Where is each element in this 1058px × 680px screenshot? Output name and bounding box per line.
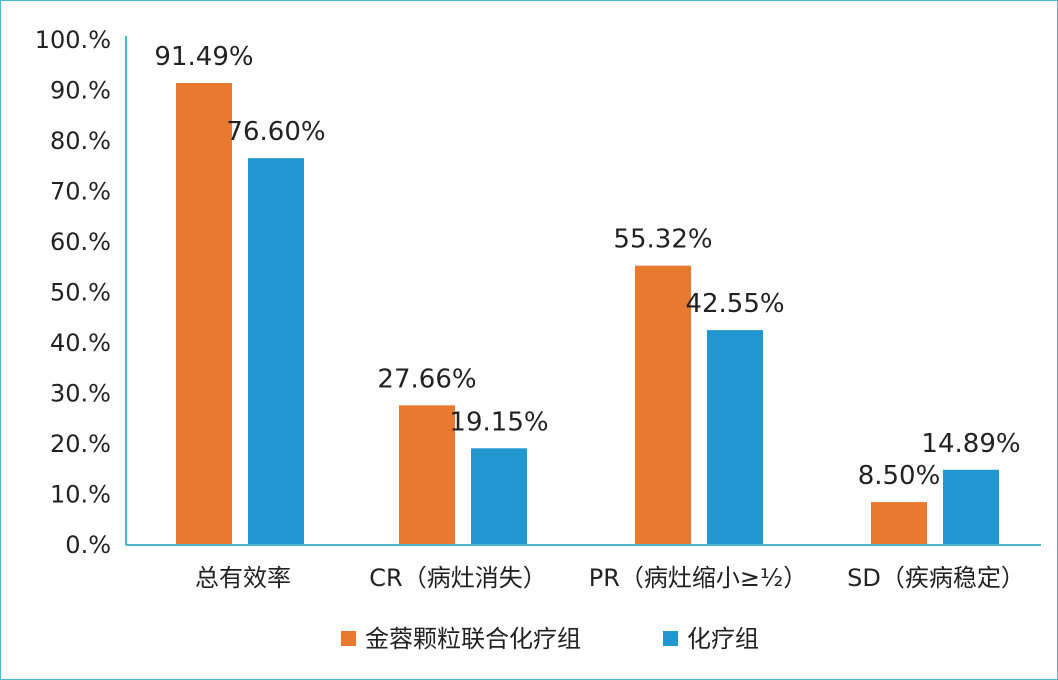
data-label: 42.55% <box>685 289 784 319</box>
bar-2-2 <box>471 448 527 545</box>
legend-label: 化疗组 <box>687 625 759 653</box>
x-axis-categories: 总有效率 CR（病灶消失） PR（病灶缩小≥½） SD（疾病稳定） <box>195 564 1025 592</box>
bar-1-4 <box>871 502 927 545</box>
y-tick-label: 90.% <box>50 77 111 105</box>
data-label: 19.15% <box>449 407 548 437</box>
data-label: 8.50% <box>858 461 941 491</box>
y-axis-ticks: 0.% 10.% 20.% 30.% 40.% 50.% 60.% 70.% 80.% 90.% 1… <box>35 26 111 559</box>
x-category-label: PR（病灶缩小≥½） <box>589 564 808 592</box>
data-label: 91.49% <box>154 42 253 72</box>
bar-2-1 <box>248 158 304 546</box>
legend-label: 金蓉颗粒联合化疗组 <box>365 625 581 653</box>
data-label: 55.32% <box>613 225 712 255</box>
y-tick-label: 70.% <box>50 178 111 206</box>
x-category-label: CR（病灶消失） <box>369 564 546 592</box>
y-tick-label: 60.% <box>50 228 111 256</box>
bar-1-2 <box>399 405 455 545</box>
bar-1-3 <box>635 265 691 545</box>
data-labels: 91.49% 27.66% 55.32% 8.50% 76.60% 19.15% 42.55… <box>154 42 1020 491</box>
legend-swatch <box>663 631 678 646</box>
data-label: 27.66% <box>377 364 476 394</box>
bars <box>176 82 999 546</box>
legend: 金蓉颗粒联合化疗组 化疗组 <box>341 625 759 653</box>
x-category-label: 总有效率 <box>195 564 291 592</box>
bar-2-3 <box>707 330 763 545</box>
y-tick-label: 40.% <box>50 329 111 357</box>
legend-swatch <box>341 631 356 646</box>
y-tick-label: 80.% <box>50 127 111 155</box>
y-tick-label: 100.% <box>35 26 111 54</box>
bar-2-4 <box>943 469 999 545</box>
y-tick-label: 50.% <box>50 279 111 307</box>
y-tick-label: 20.% <box>50 430 111 458</box>
y-tick-label: 0.% <box>65 531 111 559</box>
x-category-label: SD（疾病稳定） <box>847 564 1025 592</box>
y-tick-label: 10.% <box>50 481 111 509</box>
data-label: 14.89% <box>921 429 1020 459</box>
bar-1-1 <box>176 82 232 546</box>
y-tick-label: 30.% <box>50 380 111 408</box>
data-label: 76.60% <box>226 117 325 147</box>
